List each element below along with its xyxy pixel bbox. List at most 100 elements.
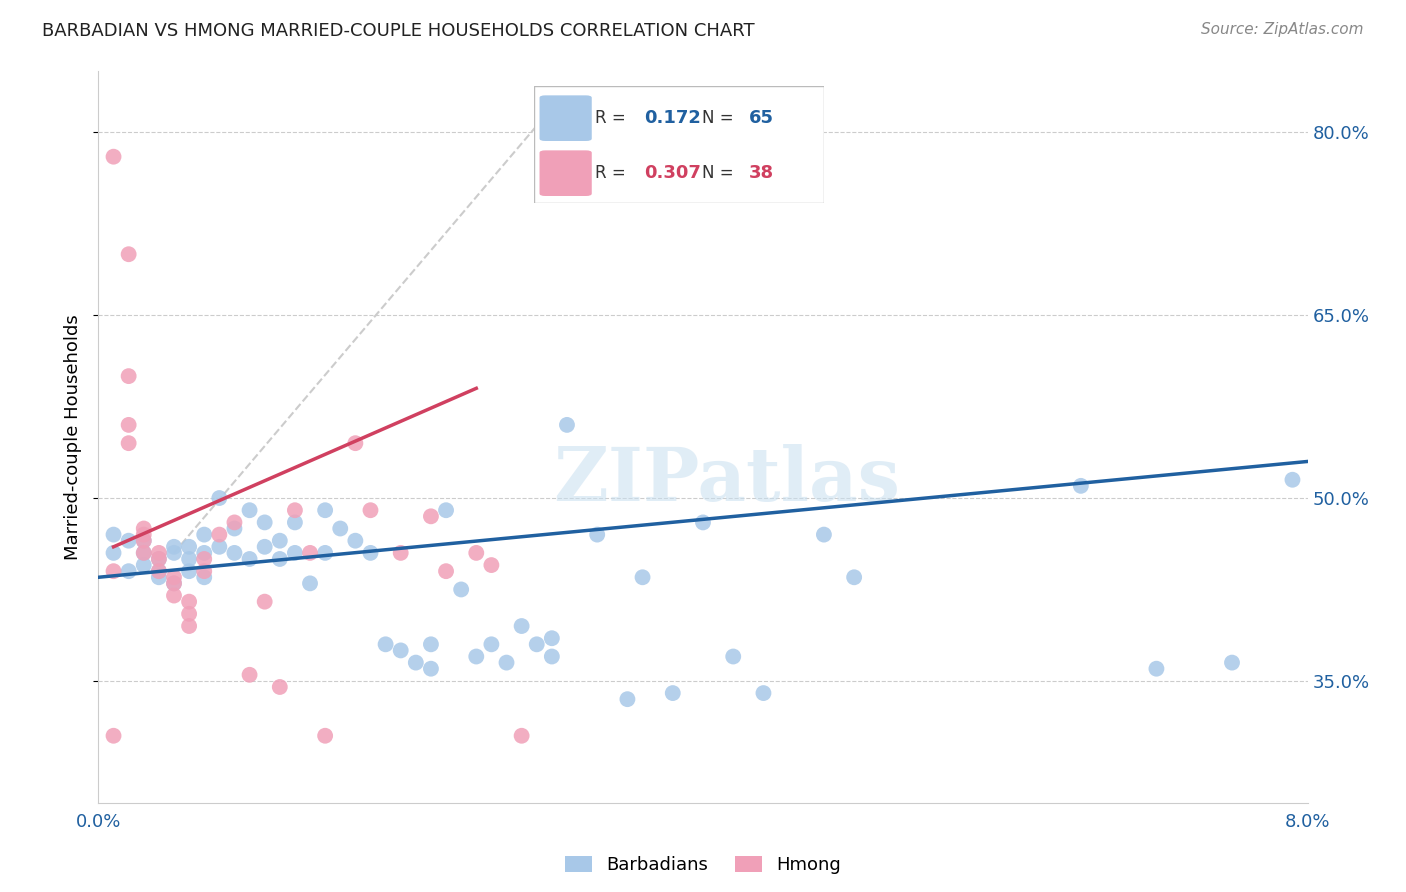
Point [314,729,336,743]
Point [510,619,533,633]
Point [510,729,533,743]
Point [495,656,517,670]
Point [723,649,745,664]
Point [148,570,170,584]
Point [284,546,307,560]
Legend: Barbadians, Hmong: Barbadians, Hmong [557,849,849,881]
Point [103,546,125,560]
Point [661,686,683,700]
Point [179,552,201,566]
Point [374,637,396,651]
Point [405,656,427,670]
Point [420,509,443,524]
Point [253,594,276,608]
Point [163,576,186,591]
Point [465,649,488,664]
Point [208,540,231,554]
Point [148,546,170,560]
Point [103,564,125,578]
Point [752,686,775,700]
Point [465,546,488,560]
Point [163,540,186,554]
Point [434,564,457,578]
Point [208,527,231,541]
Point [148,564,170,578]
Point [193,552,215,566]
Point [179,619,201,633]
Point [360,503,382,517]
Point [163,570,186,584]
Point [239,552,262,566]
Point [360,546,382,560]
Point [844,570,866,584]
Point [253,540,276,554]
Point [314,546,336,560]
Point [208,491,231,505]
Point [103,729,125,743]
Point [179,607,201,621]
Point [118,417,141,432]
Point [132,521,155,535]
Point [526,637,548,651]
Text: ZIPatlas: ZIPatlas [554,444,901,517]
Point [148,552,170,566]
Point [299,576,322,591]
Point [118,369,141,384]
Point [118,533,141,548]
Point [284,503,307,517]
Point [389,546,412,560]
Point [434,503,457,517]
Point [269,533,291,548]
Point [450,582,472,597]
Point [1070,479,1092,493]
Point [224,546,246,560]
Point [132,533,155,548]
Point [179,540,201,554]
Point [299,546,322,560]
Point [179,594,201,608]
Text: BARBADIAN VS HMONG MARRIED-COUPLE HOUSEHOLDS CORRELATION CHART: BARBADIAN VS HMONG MARRIED-COUPLE HOUSEH… [42,22,755,40]
Point [103,150,125,164]
Point [269,552,291,566]
Point [314,503,336,517]
Point [132,527,155,541]
Point [163,546,186,560]
Point [193,564,215,578]
Point [193,546,215,560]
Point [540,632,562,646]
Point [118,564,141,578]
Point [224,521,246,535]
Point [253,516,276,530]
Point [540,649,562,664]
Point [692,516,714,530]
Point [179,564,201,578]
Point [329,521,352,535]
Point [813,527,835,541]
Point [132,533,155,548]
Point [239,667,262,681]
Point [148,552,170,566]
Point [224,516,246,530]
Point [389,643,412,657]
Point [1281,473,1303,487]
Point [1220,656,1243,670]
Point [481,558,503,573]
Point [163,576,186,591]
Point [132,546,155,560]
Point [586,527,609,541]
Y-axis label: Married-couple Households: Married-couple Households [65,314,83,560]
Point [1146,662,1168,676]
Point [118,247,141,261]
Point [269,680,291,694]
Point [118,436,141,450]
Point [631,570,654,584]
Point [132,558,155,573]
Point [132,546,155,560]
Point [344,533,367,548]
Point [555,417,578,432]
Point [344,436,367,450]
Text: Source: ZipAtlas.com: Source: ZipAtlas.com [1201,22,1364,37]
Point [420,662,443,676]
Point [481,637,503,651]
Point [193,570,215,584]
